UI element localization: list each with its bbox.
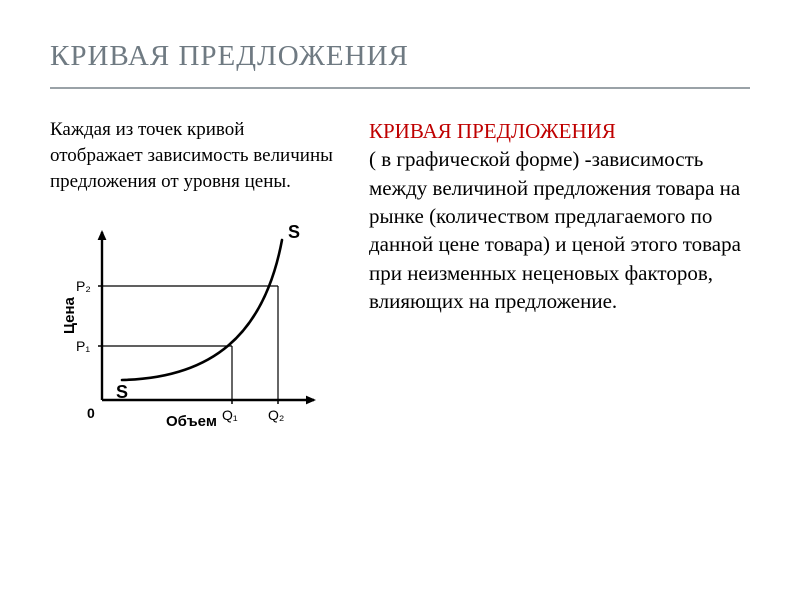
definition-heading: КРИВАЯ ПРЕДЛОЖЕНИЯ — [369, 119, 616, 143]
right-column: КРИВАЯ ПРЕДЛОЖЕНИЯ ( в графической форме… — [369, 117, 750, 438]
left-description: Каждая из точек кривой отображает зависи… — [50, 117, 341, 196]
y-axis-label: Цена — [61, 296, 78, 334]
svg-text:0: 0 — [87, 405, 95, 421]
svg-text:S: S — [288, 222, 300, 242]
right-definition: КРИВАЯ ПРЕДЛОЖЕНИЯ ( в графической форме… — [369, 117, 750, 315]
svg-text:Q₂: Q₂ — [268, 407, 284, 423]
supply-curve-chart: Цена Объем 0 P₁ P₂ Q₁ Q₂ S S — [56, 218, 341, 438]
svg-text:P₁: P₁ — [76, 338, 90, 354]
chart-svg: Цена Объем 0 P₁ P₂ Q₁ Q₂ S S — [56, 218, 326, 438]
slide: КРИВАЯ ПРЕДЛОЖЕНИЯ Каждая из точек криво… — [0, 0, 800, 600]
svg-text:Q₁: Q₁ — [222, 407, 238, 423]
left-column: Каждая из точек кривой отображает зависи… — [50, 117, 341, 438]
svg-text:S: S — [116, 382, 128, 402]
x-axis-label: Объем — [166, 413, 217, 430]
title-underline — [50, 87, 750, 89]
svg-text:P₂: P₂ — [76, 278, 91, 294]
two-column-layout: Каждая из точек кривой отображает зависи… — [50, 117, 750, 438]
definition-body: ( в графической форме) -зависимость межд… — [369, 147, 741, 313]
slide-title: КРИВАЯ ПРЕДЛОЖЕНИЯ — [50, 40, 750, 73]
